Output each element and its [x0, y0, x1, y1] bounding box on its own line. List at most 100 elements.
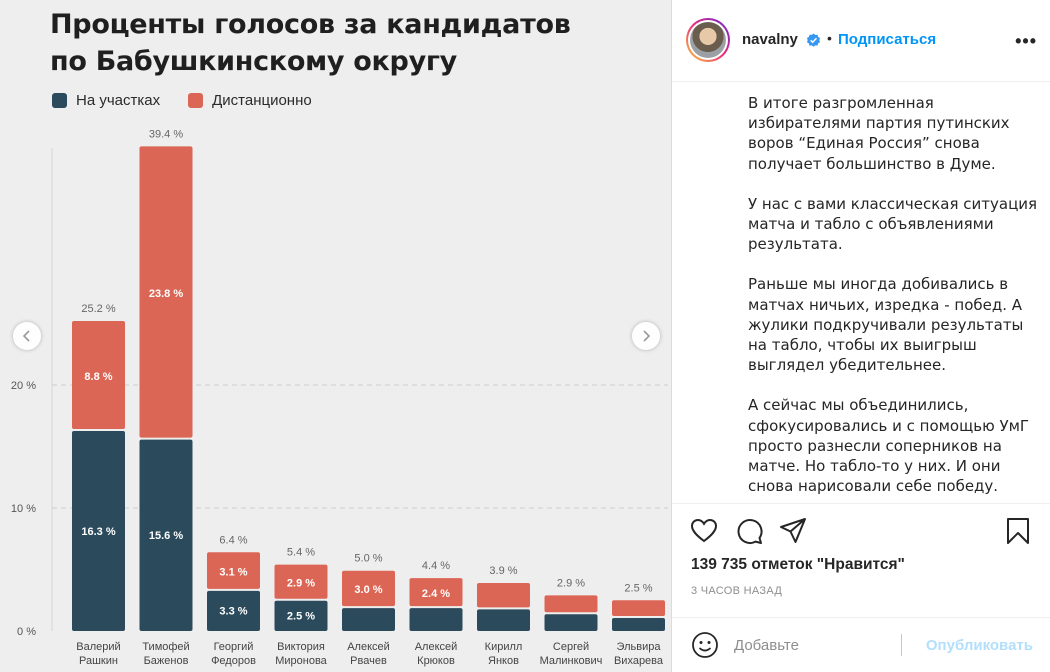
emoji-icon[interactable]: [691, 631, 719, 659]
bar-total-label: 2.5 %: [624, 582, 652, 594]
bar-total-label: 3.9 %: [489, 565, 517, 577]
chart-title-line-1: Проценты голосов за кандидатов: [50, 9, 571, 40]
avatar-border: [688, 20, 728, 60]
x-tick-label: Алексей: [415, 641, 458, 653]
share-icon[interactable]: [779, 517, 807, 545]
x-tick-label: Виктория: [277, 641, 325, 653]
post-header: navalny • Подписаться •••: [672, 0, 1050, 82]
x-tick-label: Сергей: [553, 641, 589, 653]
follow-button[interactable]: Подписаться: [838, 31, 937, 48]
bar-remote: [207, 552, 260, 589]
x-tick-label: Эльвира: [617, 641, 662, 653]
bar-total-label: 25.2 %: [81, 303, 115, 315]
comment-input[interactable]: [734, 634, 934, 656]
caption-paragraph: Раньше мы иногда добивались в матчах нич…: [748, 275, 1024, 375]
bar-remote: [139, 146, 193, 438]
bar-on-site: [274, 600, 328, 631]
bar-label-on-site: 2.5 %: [287, 611, 315, 623]
bar-on-site: [207, 590, 260, 631]
bar-total-label: 6.4 %: [219, 534, 247, 546]
bar-on-site: [342, 608, 395, 631]
previous-image-button[interactable]: [13, 322, 41, 350]
legend-label-on-site: На участках: [76, 92, 161, 109]
y-tick-label: 20 %: [11, 380, 36, 392]
bar-on-site: [612, 617, 665, 631]
avatar-image: [690, 22, 726, 58]
bar-remote: [612, 600, 665, 616]
avatar[interactable]: [686, 18, 730, 62]
bar-total-label: 5.0 %: [354, 553, 382, 565]
x-tick-label: Алексей: [347, 641, 390, 653]
legend-swatch-remote: [188, 93, 204, 108]
next-image-button[interactable]: [632, 322, 660, 350]
bar-on-site: [409, 608, 463, 631]
bar-on-site: [544, 614, 598, 631]
bar-label-on-site: 16.3 %: [81, 526, 115, 538]
bar-label-on-site: 15.6 %: [149, 530, 183, 542]
x-tick-label: Вихарева: [614, 655, 664, 667]
x-tick-label: Крюков: [417, 655, 455, 667]
heart-icon[interactable]: [690, 517, 718, 545]
bar-remote: [409, 578, 463, 607]
legend-label-remote: Дистанционно: [212, 92, 312, 109]
bar-label-remote: 3.0 %: [354, 584, 382, 596]
bookmark-icon[interactable]: [1004, 517, 1032, 545]
bar-remote: [342, 570, 395, 607]
post-sidebar: navalny • Подписаться ••• В итоге разгро…: [671, 0, 1050, 672]
chart-title: Проценты голосов за кандидатов по Бабушк…: [50, 6, 571, 80]
comment-form: Опубликовать: [672, 617, 1050, 672]
bar-total-label: 4.4 %: [422, 560, 450, 572]
post-actions: 139 735 отметок "Нравится" 3 ЧАСОВ НАЗАД…: [672, 503, 1050, 672]
bar-on-site: [72, 431, 125, 631]
likes-count[interactable]: 139 735 отметок "Нравится": [691, 556, 905, 573]
bar-remote: [72, 321, 125, 430]
x-tick-label: Янков: [488, 655, 519, 667]
bar-total-label: 5.4 %: [287, 547, 315, 559]
publish-button[interactable]: Опубликовать: [925, 637, 1033, 654]
x-tick-label: Рашкин: [79, 655, 118, 667]
x-tick-label: Рвачев: [350, 655, 387, 667]
legend-swatch-on-site: [52, 93, 67, 108]
x-tick-label: Кирилл: [485, 641, 523, 653]
x-tick-label: Миронова: [275, 655, 327, 667]
caption-paragraph: У нас с вами классическая ситуация матча…: [748, 194, 1038, 254]
bar-label-remote: 3.1 %: [219, 566, 247, 578]
verified-icon: [806, 33, 821, 47]
comment-icon[interactable]: [735, 517, 763, 545]
bar-on-site: [139, 439, 193, 631]
bar-label-remote: 2.4 %: [422, 588, 450, 600]
caption-paragraph: В итоге разгромленная избирателями парти…: [748, 94, 1010, 173]
stacked-bar-chart: 0 % 10 % 20 % 16.3 % 8.8 % 25.2 % Валерий Рашки…: [11, 128, 668, 667]
y-tick-label: 0 %: [17, 626, 36, 638]
input-divider: [901, 634, 902, 656]
bar-label-on-site: 3.3 %: [219, 606, 247, 618]
y-tick-label: 10 %: [11, 503, 36, 515]
x-tick-label: Баженов: [144, 655, 189, 667]
username-link[interactable]: navalny: [742, 31, 798, 48]
x-tick-label: Тимофей: [142, 641, 189, 653]
chart-title-line-2: по Бабушкинскому округу: [50, 46, 457, 77]
post-caption: В итоге разгромленная избирателями парти…: [748, 93, 1038, 516]
bar-total-label: 2.9 %: [557, 577, 585, 589]
x-tick-label: Георгий: [214, 641, 254, 653]
more-icon[interactable]: •••: [1015, 31, 1037, 51]
bar-total-label: 39.4 %: [149, 128, 183, 140]
chevron-right-icon: [643, 330, 651, 342]
legend-item-on-site: На участках: [52, 92, 160, 109]
chart-legend: На участках Дистанционно: [52, 92, 330, 109]
caption-paragraph: А сейчас мы объединились, сфокусировалис…: [748, 396, 1030, 496]
bar-label-remote: 8.8 %: [84, 371, 112, 383]
post-timestamp[interactable]: 3 ЧАСОВ НАЗАД: [691, 585, 783, 597]
bar-label-remote: 23.8 %: [149, 288, 183, 300]
bar-remote: [477, 583, 530, 608]
bar-label-remote: 2.9 %: [287, 577, 315, 589]
bar-remote: [274, 564, 328, 599]
post-image: Проценты голосов за кандидатов по Бабушк…: [0, 0, 671, 672]
bar-on-site: [477, 609, 530, 631]
bar-remote: [544, 595, 598, 613]
chevron-left-icon: [22, 330, 30, 342]
separator-dot: •: [827, 30, 832, 46]
x-tick-label: Федоров: [211, 655, 256, 667]
x-tick-label: Валерий: [76, 641, 120, 653]
legend-item-remote: Дистанционно: [188, 92, 312, 109]
